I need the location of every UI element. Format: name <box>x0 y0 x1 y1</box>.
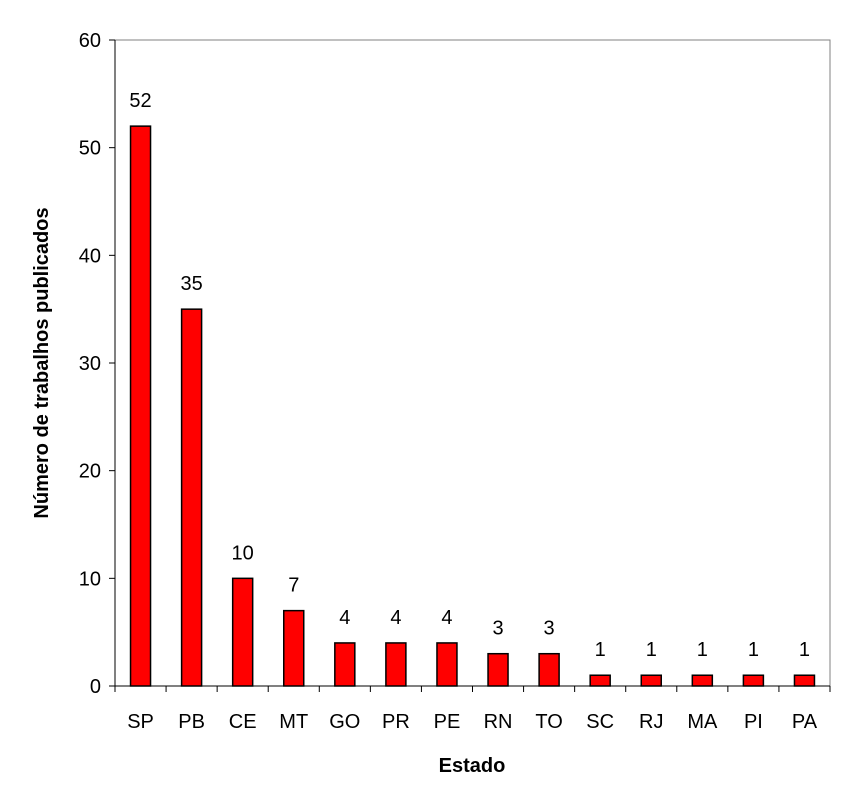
data-label-mt: 7 <box>288 575 299 597</box>
data-label-rj: 1 <box>646 639 657 661</box>
x-tick-label-pb: PB <box>178 711 205 733</box>
bar-sc <box>589 674 611 687</box>
data-label-pa: 1 <box>799 639 810 661</box>
x-tick-label-pa: PA <box>792 711 818 733</box>
data-label-sp: 52 <box>129 90 151 112</box>
bar-sp <box>129 125 152 687</box>
x-tick-label-pi: PI <box>744 711 763 733</box>
bar-rj <box>640 674 662 687</box>
data-label-ma: 1 <box>697 639 708 661</box>
x-tick-label-to: TO <box>535 711 562 733</box>
bar-pr <box>385 642 407 687</box>
x-tick-label-ma: MA <box>687 711 718 733</box>
x-tick-label-mt: MT <box>279 711 308 733</box>
bar-pb <box>180 308 203 687</box>
x-tick-label-pe: PE <box>434 711 461 733</box>
bar-pe <box>436 642 458 687</box>
data-label-pi: 1 <box>748 639 759 661</box>
data-labels: 52 35 10 7 4 4 4 3 3 1 1 1 1 1 <box>129 90 810 661</box>
x-tick-label-ce: CE <box>229 711 257 733</box>
bar-mt <box>283 609 305 687</box>
data-label-go: 4 <box>339 607 350 629</box>
bar-pi <box>742 674 765 687</box>
y-tick-label: 40 <box>79 245 101 267</box>
x-tick-label-go: GO <box>329 711 360 733</box>
y-tick-label: 30 <box>79 353 101 375</box>
bar-ma <box>691 674 714 687</box>
data-label-pr: 4 <box>390 607 401 629</box>
data-label-sc: 1 <box>595 639 606 661</box>
y-tick-label: 60 <box>79 30 101 52</box>
data-label-rn: 3 <box>492 618 503 640</box>
x-tick-label-sp: SP <box>127 711 154 733</box>
x-tick-label-pr: PR <box>382 711 410 733</box>
y-tick-label: 0 <box>90 676 101 698</box>
x-tick-label-rn: RN <box>484 711 513 733</box>
y-axis-title: Número de trabalhos publicados <box>31 207 53 518</box>
plot-area <box>114 39 831 687</box>
data-label-pe: 4 <box>441 607 452 629</box>
bar-go <box>334 642 356 687</box>
y-tick-label: 20 <box>79 461 101 483</box>
bar-rn <box>487 652 509 687</box>
x-tick-label-sc: SC <box>586 711 614 733</box>
data-label-pb: 35 <box>180 273 202 295</box>
data-label-to: 3 <box>544 618 555 640</box>
data-label-ce: 10 <box>232 542 254 564</box>
y-axis: 0 10 20 30 40 50 60 <box>79 30 116 698</box>
y-tick-label: 10 <box>79 568 101 590</box>
bar-pa <box>793 674 816 687</box>
y-tick-label: 50 <box>79 138 101 160</box>
bars <box>129 125 816 687</box>
x-axis-title: Estado <box>439 755 506 777</box>
bar-to <box>538 652 560 687</box>
x-tick-label-rj: RJ <box>639 711 663 733</box>
x-axis: SP PB CE MT GO PR PE RN TO SC RJ MA PI PA <box>114 685 831 733</box>
bar-ce <box>231 577 254 687</box>
